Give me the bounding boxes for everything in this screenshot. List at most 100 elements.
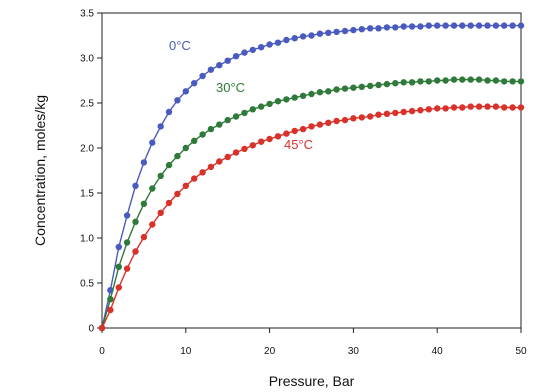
data-point (333, 86, 340, 93)
data-point (182, 144, 189, 152)
data-point (367, 113, 374, 120)
y-tick-label: 0 (88, 324, 94, 335)
data-point (165, 108, 173, 116)
data-point (501, 104, 508, 111)
data-point (375, 25, 382, 32)
data-point (375, 81, 382, 89)
series-1 (98, 76, 525, 332)
y-tick-label: 2.0 (80, 144, 94, 155)
data-point (383, 24, 391, 31)
data-point (274, 133, 282, 140)
data-point (425, 78, 432, 85)
data-point (98, 324, 106, 332)
data-point (333, 117, 340, 125)
data-point (517, 22, 525, 29)
data-point (199, 131, 206, 138)
data-point (308, 90, 315, 98)
data-point (509, 104, 516, 111)
data-point (132, 218, 139, 225)
data-point (157, 172, 164, 180)
data-point (459, 104, 466, 111)
data-point (308, 32, 315, 39)
data-point (299, 33, 307, 40)
data-point (325, 88, 332, 95)
data-point (224, 116, 231, 124)
data-point (417, 78, 424, 85)
data-point (375, 111, 382, 118)
x-tick-label: 30 (348, 346, 360, 357)
data-point (224, 57, 231, 64)
x-axis-title: Pressure, Bar (269, 373, 355, 389)
data-point (283, 36, 290, 44)
data-point (174, 97, 181, 104)
data-point (258, 138, 265, 145)
data-point (123, 265, 131, 272)
data-point (434, 22, 441, 29)
data-point (266, 135, 273, 143)
x-tick-label: 50 (515, 346, 527, 357)
data-point (434, 77, 441, 84)
data-point (274, 39, 282, 46)
data-point (501, 78, 508, 85)
data-point (425, 106, 432, 113)
data-point (367, 82, 374, 90)
data-point (291, 127, 298, 135)
y-tick-label: 1.5 (80, 189, 94, 200)
data-point (207, 66, 215, 73)
data-point (417, 23, 424, 30)
data-point (123, 212, 131, 219)
data-point (207, 163, 215, 171)
plot-area (101, 12, 522, 329)
data-point (400, 79, 407, 86)
data-point (367, 25, 374, 32)
data-point (434, 105, 441, 112)
data-point (165, 161, 173, 169)
data-point (140, 233, 148, 241)
data-point (408, 79, 416, 86)
data-point (140, 159, 148, 166)
data-point (283, 130, 290, 137)
data-point (316, 121, 324, 128)
data-point (115, 243, 123, 251)
y-tick-label: 3.5 (80, 9, 94, 20)
data-point (501, 22, 508, 29)
y-tick-label: 2.5 (80, 99, 94, 110)
data-point (241, 145, 248, 153)
x-tick-label: 40 (432, 346, 444, 357)
data-point (509, 22, 516, 29)
data-point (350, 26, 357, 34)
data-point (484, 77, 491, 84)
data-point (442, 77, 449, 84)
data-point (492, 103, 500, 110)
data-point (174, 152, 181, 160)
data-point (392, 24, 399, 31)
data-point (467, 76, 474, 83)
data-point (425, 22, 432, 29)
data-point (467, 22, 474, 29)
data-point (358, 114, 365, 121)
data-point (216, 61, 223, 69)
data-point (224, 153, 231, 161)
y-tick-label: 3.0 (80, 54, 94, 65)
data-point (249, 46, 256, 54)
y-axis-title: Concentration, moles/kg (32, 95, 48, 246)
series-layer (98, 22, 525, 332)
data-point (392, 109, 399, 117)
data-point (492, 22, 500, 29)
data-point (291, 35, 298, 42)
data-point (450, 76, 458, 83)
data-point (266, 41, 273, 48)
data-point (467, 103, 474, 110)
data-point (408, 23, 416, 30)
data-point (191, 175, 198, 182)
data-point (241, 109, 248, 117)
data-point (258, 44, 265, 51)
data-point (182, 182, 189, 189)
data-point (149, 221, 156, 228)
data-point (149, 185, 156, 192)
data-point (341, 85, 349, 92)
y-tick-label: 1.0 (80, 234, 94, 245)
data-point (157, 123, 164, 130)
data-point (400, 23, 407, 30)
